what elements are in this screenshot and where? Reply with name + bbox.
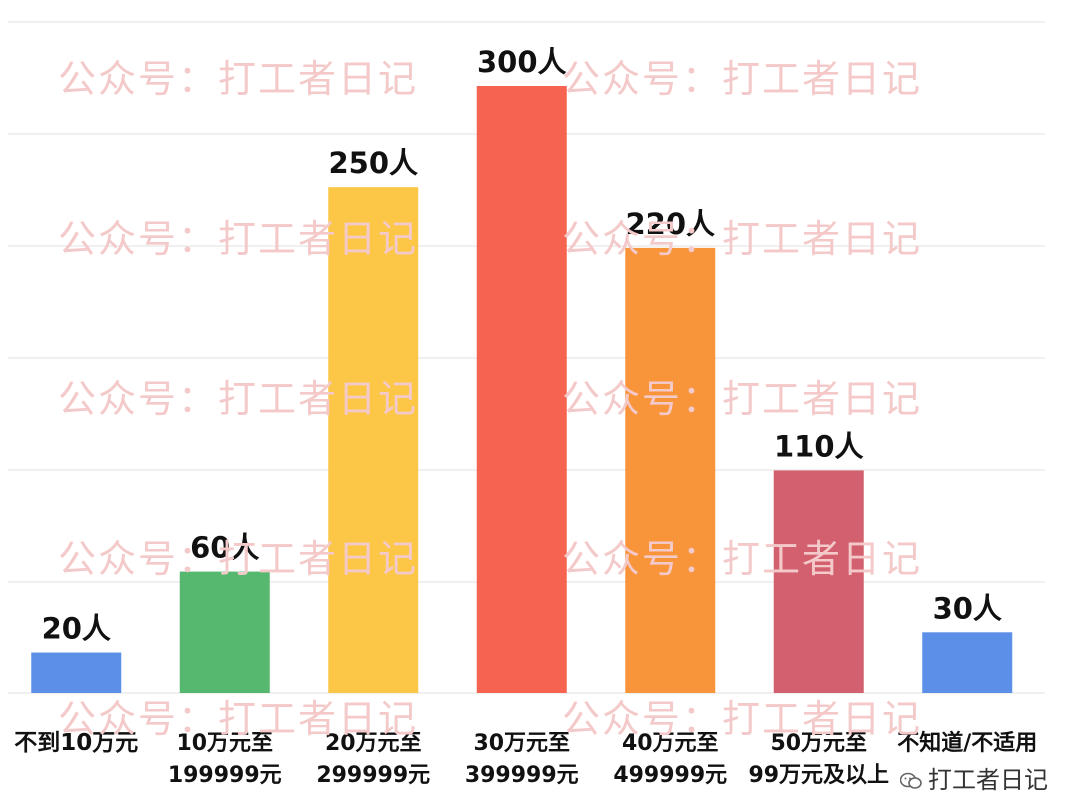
- data-label: 20人: [42, 612, 111, 646]
- data-label: 110人: [774, 429, 864, 463]
- bar: [179, 571, 270, 693]
- x-tick-label: 40万元至: [622, 731, 719, 756]
- data-label: 60人: [190, 531, 259, 565]
- bar: [476, 86, 567, 693]
- x-tick-label: 10万元至: [176, 731, 273, 756]
- x-tick-label: 399999元: [465, 763, 579, 788]
- data-label: 30人: [933, 591, 1002, 625]
- x-tick-label: 199999元: [168, 763, 282, 788]
- data-label: 250人: [328, 146, 418, 180]
- footer-brand-text: 打工者日记: [928, 766, 1048, 794]
- x-tick-label: 299999元: [316, 763, 430, 788]
- data-label: 220人: [625, 207, 715, 241]
- x-tick-label: 99万元及以上: [748, 763, 889, 788]
- x-tick-label: 20万元至: [325, 731, 422, 756]
- x-tick-label: 50万元至: [770, 731, 867, 756]
- data-label: 300人: [477, 45, 567, 79]
- bar: [773, 470, 864, 693]
- bar: [31, 652, 122, 693]
- footer-brand-mark: 打工者日记: [900, 760, 1048, 795]
- bar: [922, 632, 1013, 693]
- bar: [625, 247, 716, 693]
- bar: [328, 187, 419, 693]
- wechat-icon: [900, 772, 922, 789]
- x-tick-label: 30万元至: [473, 731, 570, 756]
- x-tick-label: 不知道/不适用: [897, 730, 1037, 756]
- x-tick-label: 499999元: [613, 763, 727, 788]
- x-tick-label: 不到10万元: [14, 730, 138, 756]
